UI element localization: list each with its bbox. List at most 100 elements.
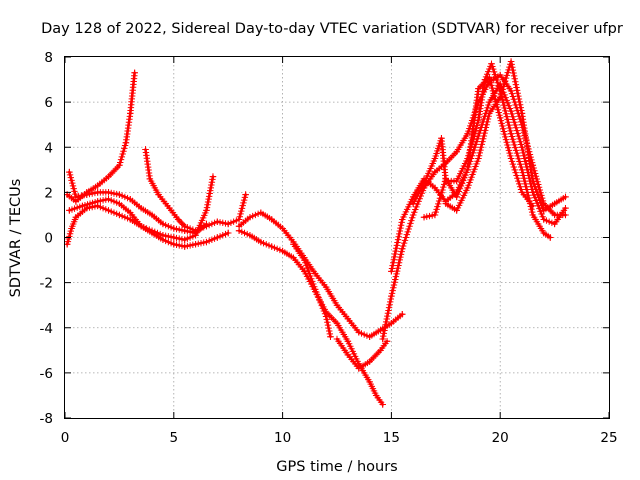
- y-tick-label: 4: [44, 140, 53, 156]
- series-trace: [237, 211, 404, 339]
- data-point: [442, 200, 449, 207]
- data-point: [475, 132, 482, 140]
- data-point: [105, 195, 112, 203]
- data-point: [142, 146, 149, 153]
- data-point: [322, 283, 330, 291]
- series-pass-h: [290, 241, 334, 340]
- data-point: [148, 211, 156, 219]
- data-point: [181, 223, 188, 230]
- data-point: [464, 184, 471, 192]
- data-point: [518, 110, 526, 117]
- data-point: [235, 227, 243, 234]
- data-point: [344, 351, 352, 359]
- data-point: [312, 270, 319, 277]
- data-point: [383, 338, 391, 345]
- data-point: [72, 193, 80, 201]
- y-tick-label: 0: [44, 231, 53, 247]
- data-point: [507, 107, 515, 115]
- y-tick-label: 2: [44, 185, 53, 201]
- data-point: [68, 225, 75, 232]
- series-pass-c: [63, 173, 217, 248]
- data-point: [225, 229, 232, 237]
- data-point: [94, 198, 101, 205]
- data-point: [327, 333, 334, 340]
- data-point: [507, 155, 515, 162]
- series-pass-m: [442, 58, 569, 214]
- data-point: [301, 268, 308, 275]
- data-point: [333, 335, 341, 343]
- data-point: [79, 202, 86, 210]
- x-tick-label: 20: [492, 430, 509, 446]
- data-point: [148, 229, 156, 237]
- data-point: [497, 94, 504, 101]
- data-point: [438, 135, 445, 142]
- data-point: [257, 209, 265, 216]
- data-point: [388, 268, 395, 275]
- series-pass-b: [66, 168, 210, 237]
- data-point: [159, 220, 167, 228]
- data-point: [279, 225, 286, 232]
- data-point: [146, 175, 154, 183]
- data-point: [355, 365, 362, 372]
- data-point: [547, 234, 554, 241]
- data-point: [399, 311, 406, 318]
- data-point: [488, 60, 495, 67]
- data-point: [431, 168, 439, 176]
- data-point: [497, 114, 504, 122]
- series-layer: [63, 58, 569, 408]
- data-point: [105, 173, 112, 180]
- data-point: [420, 180, 428, 187]
- data-point: [203, 223, 210, 230]
- data-point: [333, 320, 341, 327]
- axis-ticks: 0 5 10 15 20 25 -8 -6 -4 -2 0 2 4 6 8: [40, 50, 618, 446]
- data-point: [366, 378, 373, 386]
- data-point: [409, 200, 417, 207]
- data-point: [170, 225, 177, 232]
- series-markers: [235, 209, 406, 340]
- data-point: [355, 329, 362, 336]
- chart-title: Day 128 of 2022, Sidereal Day-to-day VTE…: [41, 21, 623, 37]
- data-point: [366, 358, 373, 365]
- data-point: [242, 191, 249, 198]
- data-point: [235, 216, 243, 223]
- data-point: [518, 166, 526, 174]
- series-pass-i: [333, 335, 391, 372]
- data-point: [475, 155, 482, 162]
- data-point: [66, 207, 73, 214]
- data-point: [409, 211, 417, 219]
- data-point: [420, 213, 428, 221]
- y-tick-label: -8: [40, 411, 53, 427]
- data-point: [366, 333, 373, 340]
- data-point: [290, 241, 297, 248]
- data-point: [257, 238, 265, 246]
- series-pass-e: [142, 146, 249, 234]
- data-point: [214, 218, 221, 225]
- data-point: [246, 213, 254, 221]
- data-point: [203, 238, 210, 246]
- data-point: [301, 256, 308, 264]
- data-point: [431, 184, 439, 192]
- series-pass-f: [235, 209, 406, 340]
- x-tick-label: 5: [170, 430, 179, 446]
- data-point: [155, 191, 162, 198]
- data-point: [344, 338, 352, 345]
- data-point: [551, 220, 558, 228]
- data-point: [529, 202, 537, 210]
- data-point: [453, 207, 460, 214]
- data-point: [192, 227, 199, 234]
- data-point: [399, 245, 406, 252]
- data-point: [518, 189, 526, 196]
- data-point: [562, 193, 569, 201]
- data-point: [562, 204, 569, 212]
- data-point: [379, 335, 386, 343]
- data-point: [453, 193, 460, 201]
- data-point: [529, 211, 537, 219]
- data-point: [105, 207, 112, 214]
- data-point: [399, 216, 406, 223]
- data-point: [453, 177, 460, 185]
- data-point: [166, 204, 173, 212]
- data-point: [131, 69, 138, 76]
- series-trace: [144, 148, 247, 233]
- series-pass-d: [66, 195, 232, 250]
- plot-frame: [64, 56, 610, 419]
